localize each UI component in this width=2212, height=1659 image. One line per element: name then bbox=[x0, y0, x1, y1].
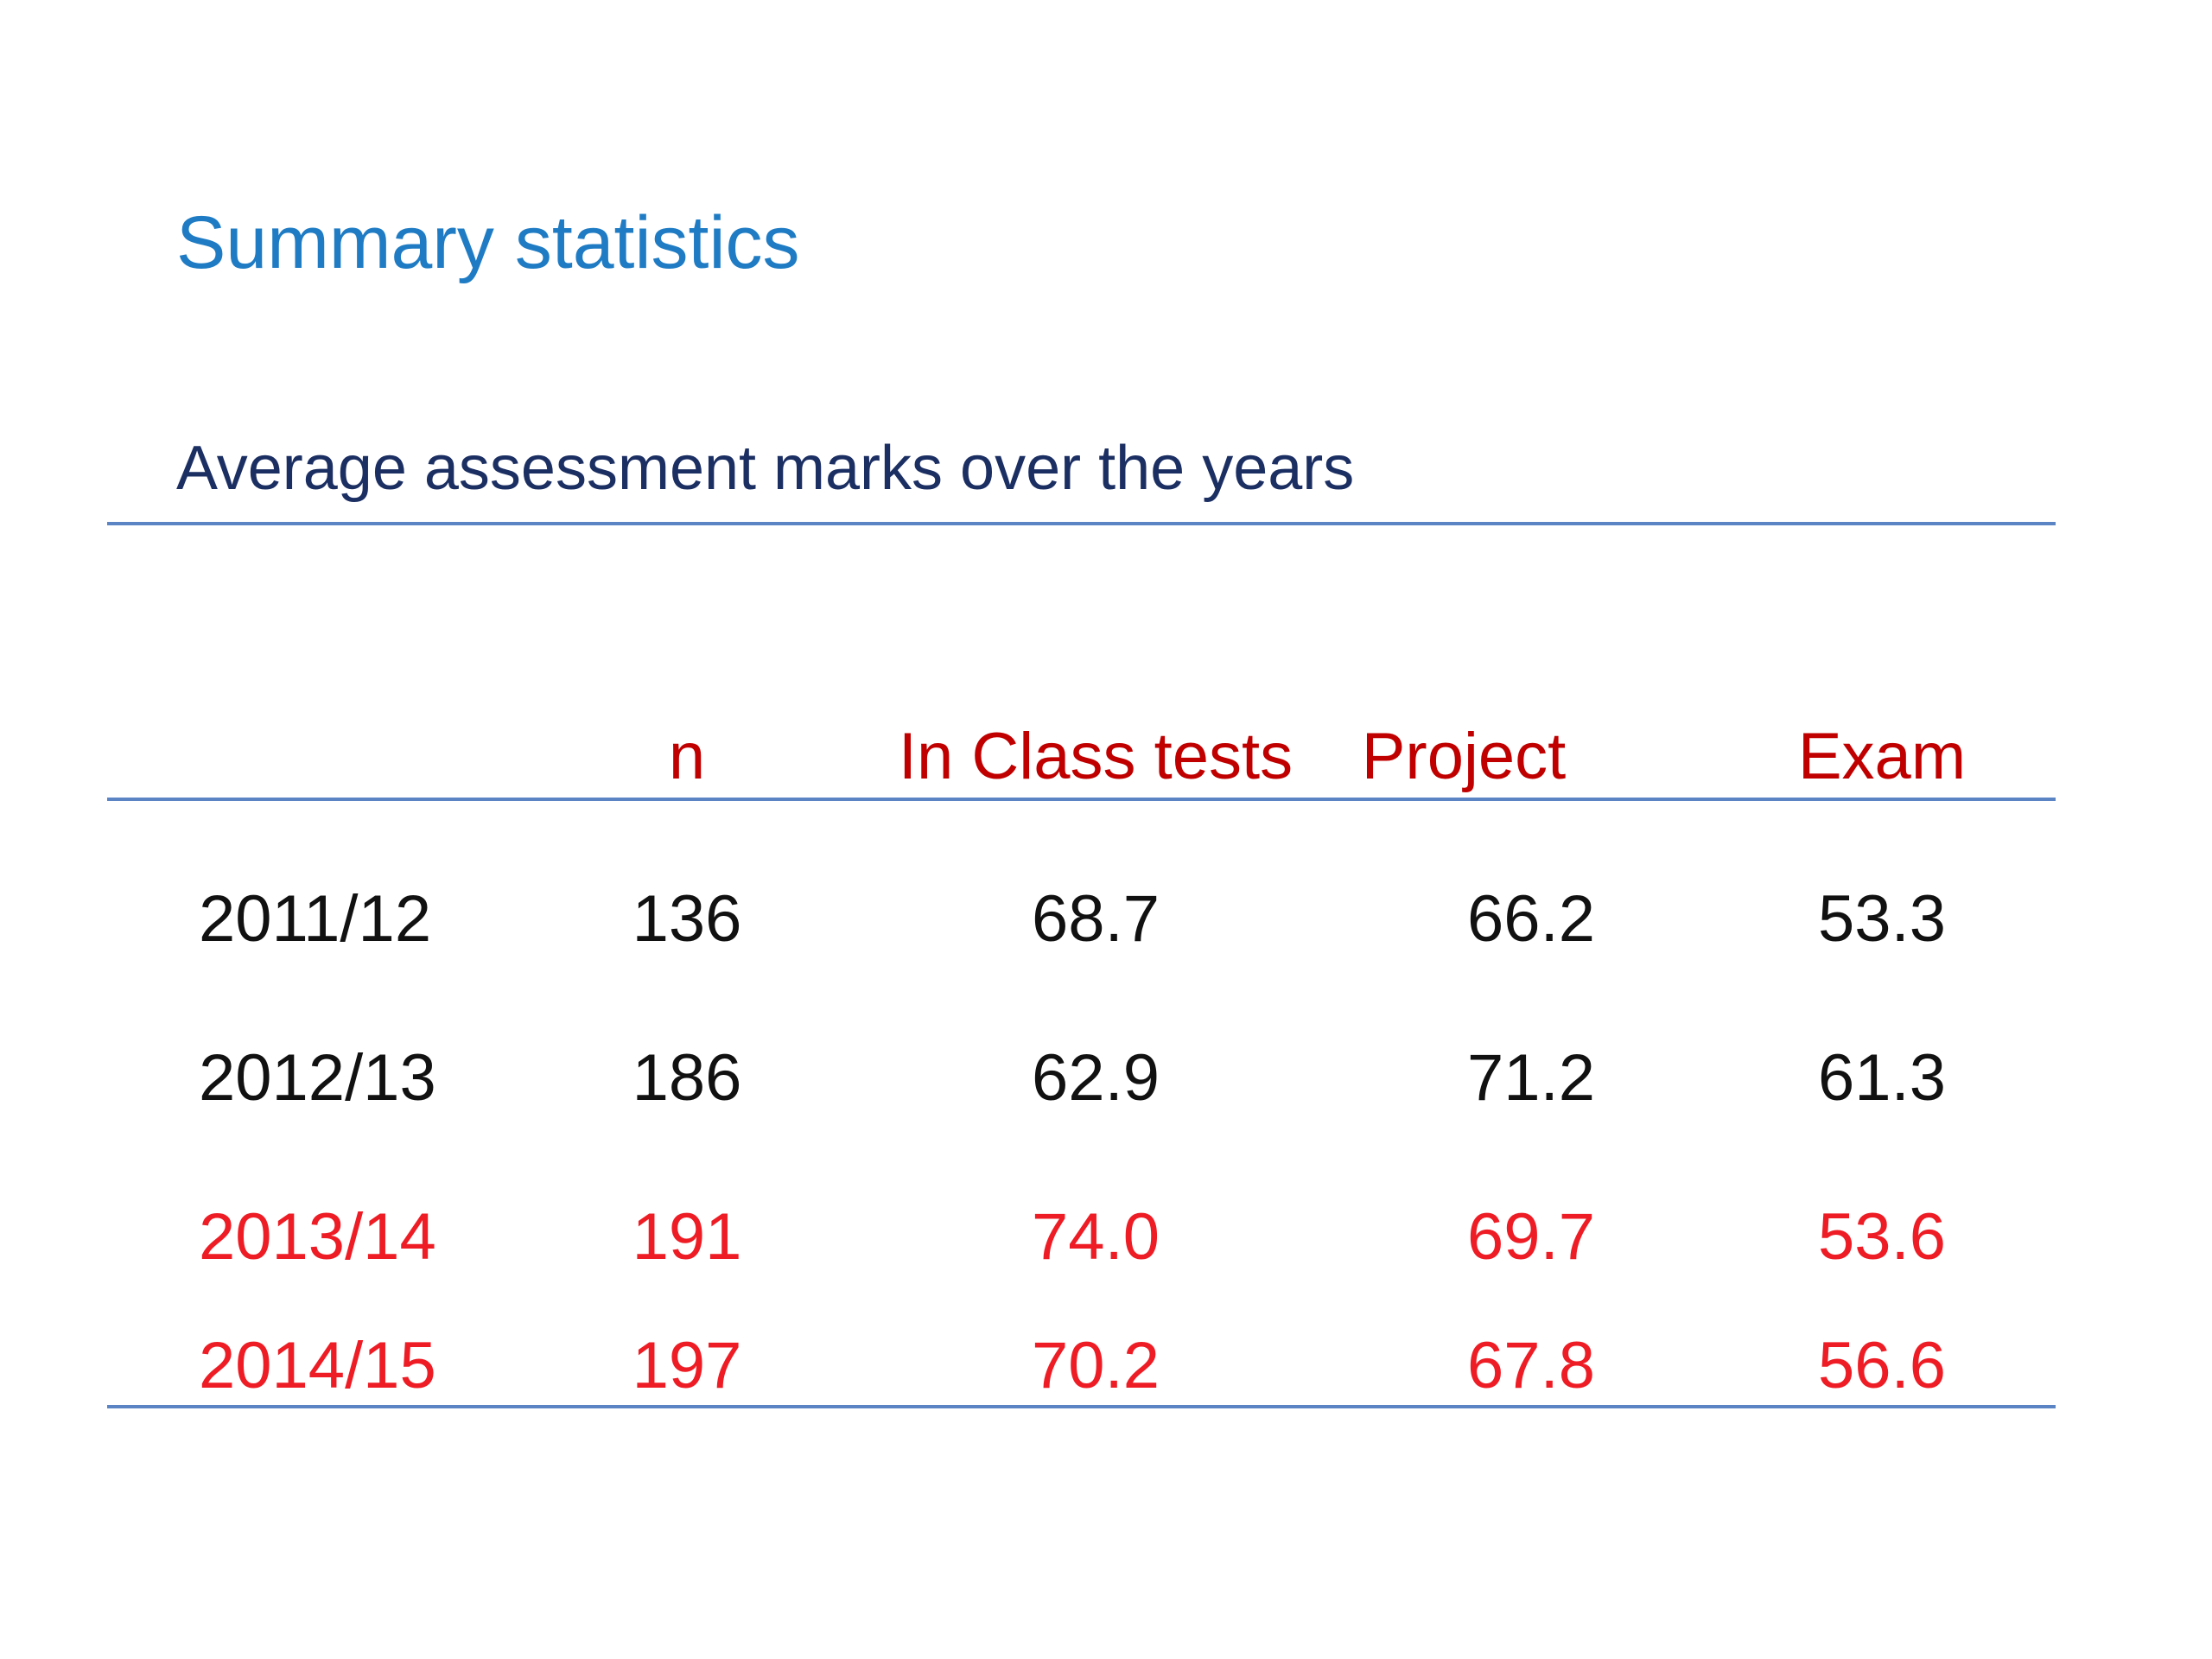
cell-year: 2013/14 bbox=[199, 1200, 436, 1274]
cell-in-class-tests: 70.2 bbox=[1032, 1329, 1160, 1402]
cell-exam: 56.6 bbox=[1818, 1329, 1946, 1402]
slide-title: Summary statistics bbox=[176, 201, 800, 284]
header-project: Project bbox=[1361, 720, 1567, 793]
header-exam: Exam bbox=[1797, 720, 1967, 793]
cell-project: 66.2 bbox=[1467, 882, 1595, 956]
header-in-class-tests: In Class tests bbox=[898, 720, 1294, 793]
cell-exam: 61.3 bbox=[1818, 1041, 1946, 1115]
cell-n: 197 bbox=[632, 1329, 742, 1402]
header-n: n bbox=[668, 720, 706, 793]
cell-exam: 53.6 bbox=[1818, 1200, 1946, 1274]
cell-year: 2012/13 bbox=[199, 1041, 436, 1115]
cell-project: 67.8 bbox=[1467, 1329, 1595, 1402]
cell-n: 186 bbox=[632, 1041, 742, 1115]
cell-project: 71.2 bbox=[1467, 1041, 1595, 1115]
header-divider bbox=[107, 798, 2056, 801]
cell-year: 2011/12 bbox=[199, 882, 432, 956]
cell-n: 136 bbox=[632, 882, 742, 956]
cell-in-class-tests: 62.9 bbox=[1032, 1041, 1160, 1115]
table-bottom-divider bbox=[107, 1405, 2056, 1408]
cell-project: 69.7 bbox=[1467, 1200, 1595, 1274]
subtitle-divider bbox=[107, 522, 2056, 525]
cell-in-class-tests: 68.7 bbox=[1032, 882, 1160, 956]
cell-in-class-tests: 74.0 bbox=[1032, 1200, 1160, 1274]
slide-subtitle: Average assessment marks over the years bbox=[176, 434, 1355, 503]
cell-n: 191 bbox=[632, 1200, 742, 1274]
cell-year: 2014/15 bbox=[199, 1329, 436, 1402]
cell-exam: 53.3 bbox=[1818, 882, 1946, 956]
